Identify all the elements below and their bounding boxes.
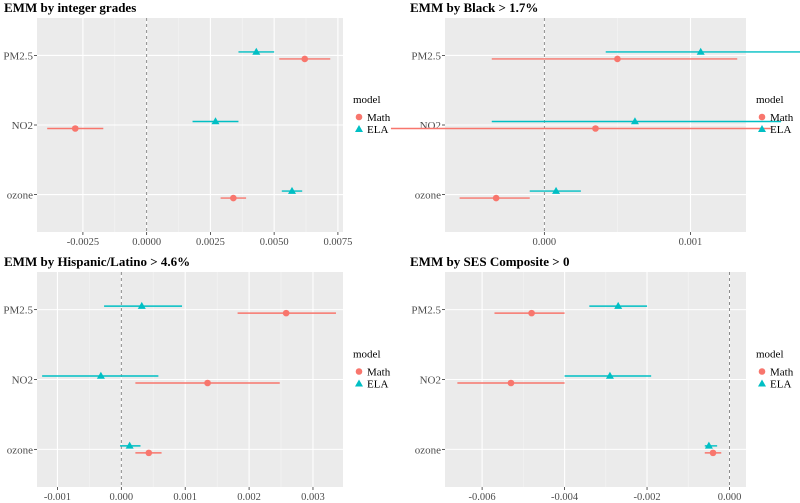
legend-title: model: [756, 349, 784, 361]
legend-key-math: [355, 368, 363, 375]
y-tick-label: NO2: [12, 375, 33, 387]
x-tick-label: -0.002: [633, 492, 660, 503]
x-tick-label: 0.001: [679, 237, 703, 248]
point-estimate-math: [528, 309, 535, 317]
legend-key-ela: [355, 379, 363, 387]
point-estimate-math: [204, 379, 211, 387]
panel-title: EMM by Hispanic/Latino > 4.6%: [4, 254, 190, 269]
point-estimate-ela: [704, 441, 713, 449]
legend-key-math: [758, 113, 766, 121]
point-estimate-ela: [288, 186, 296, 194]
x-tick-label: 0.002: [237, 492, 261, 503]
point-estimate-math: [301, 55, 309, 63]
legend-title: model: [353, 94, 381, 106]
x-tick-label: 0.000: [718, 492, 742, 503]
x-tick-label: 0.000: [533, 237, 557, 248]
y-tick-label: PM2.5: [411, 50, 441, 62]
point-estimate-math: [592, 125, 599, 132]
x-tick-label: -0.0025: [67, 237, 99, 248]
y-tick-label: ozone: [415, 444, 441, 456]
y-tick-label: NO2: [420, 375, 441, 387]
point-estimate-ela: [211, 117, 220, 125]
point-estimate-math: [507, 379, 515, 387]
point-estimate-ela: [630, 117, 639, 125]
panel-1: EMM by integer grades PM2.5 NO2 ozone -0.002…: [3, 0, 390, 248]
point-estimate-ela: [252, 47, 261, 55]
legend-label-ela: ELA: [770, 124, 791, 136]
point-estimate-ela: [137, 301, 146, 309]
legend-key-math: [758, 368, 766, 375]
panel-4: EMM by SES Composite > 0 PM2.5 NO2 ozone -0.…: [410, 254, 794, 503]
x-tick-label: 0.0025: [196, 237, 225, 248]
x-tick-label: 0.000: [110, 492, 134, 503]
point-estimate-ela: [605, 371, 614, 379]
x-tick-label: 0.0000: [132, 237, 161, 248]
x-tick-label: -0.004: [551, 492, 579, 503]
legend-label-ela: ELA: [367, 379, 388, 391]
panel-title: EMM by SES Composite > 0: [410, 254, 569, 269]
legend-title: model: [353, 349, 381, 361]
panel-title: EMM by Black > 1.7%: [410, 0, 538, 15]
y-tick-label: ozone: [7, 444, 33, 456]
legend-key-ela: [758, 125, 766, 132]
y-tick-label: PM2.5: [3, 50, 33, 62]
point-estimate-ela: [96, 371, 105, 379]
x-tick-label: 0.0075: [323, 237, 352, 248]
x-tick-label: 0.0050: [260, 237, 289, 248]
y-tick-label: ozone: [415, 190, 441, 202]
panel-2: EMM by Black > 1.7% PM2.5 NO2 ozone 0.000 0.0…: [390, 0, 800, 248]
point-estimate-math: [282, 309, 290, 317]
legend-title: model: [756, 94, 784, 106]
point-estimate-math: [71, 125, 79, 132]
point-estimate-ela: [125, 441, 134, 449]
y-tick-label: PM2.5: [411, 305, 441, 317]
panel-title: EMM by integer grades: [4, 0, 136, 15]
legend-label-ela: ELA: [367, 124, 388, 136]
legend-key-math: [355, 113, 363, 121]
legend-label-ela: ELA: [770, 379, 791, 391]
point-estimate-ela: [614, 301, 623, 309]
point-estimate-math: [492, 194, 500, 202]
point-estimate-math: [614, 55, 621, 63]
x-tick-label: -0.006: [469, 492, 496, 503]
y-tick-label: NO2: [12, 120, 33, 132]
legend-label-math: Math: [770, 367, 794, 379]
y-tick-label: PM2.5: [3, 305, 33, 317]
point-estimate-ela: [696, 47, 705, 55]
y-tick-label: ozone: [7, 190, 33, 202]
panel-3: EMM by Hispanic/Latino > 4.6% PM2.5 NO2 ozo…: [3, 254, 390, 503]
y-tick-label: NO2: [420, 120, 441, 132]
point-estimate-math: [145, 449, 153, 457]
x-tick-label: 0.001: [173, 492, 197, 503]
legend-key-ela: [355, 125, 363, 132]
point-estimate-ela: [552, 186, 561, 194]
legend-key-ela: [758, 379, 766, 387]
point-estimate-math: [230, 194, 237, 202]
legend-label-math: Math: [367, 112, 391, 124]
legend-label-math: Math: [367, 367, 391, 379]
x-tick-label: 0.003: [301, 492, 325, 503]
legend-label-math: Math: [770, 112, 794, 124]
x-tick-label: -0.001: [44, 492, 71, 503]
point-estimate-math: [709, 449, 717, 457]
